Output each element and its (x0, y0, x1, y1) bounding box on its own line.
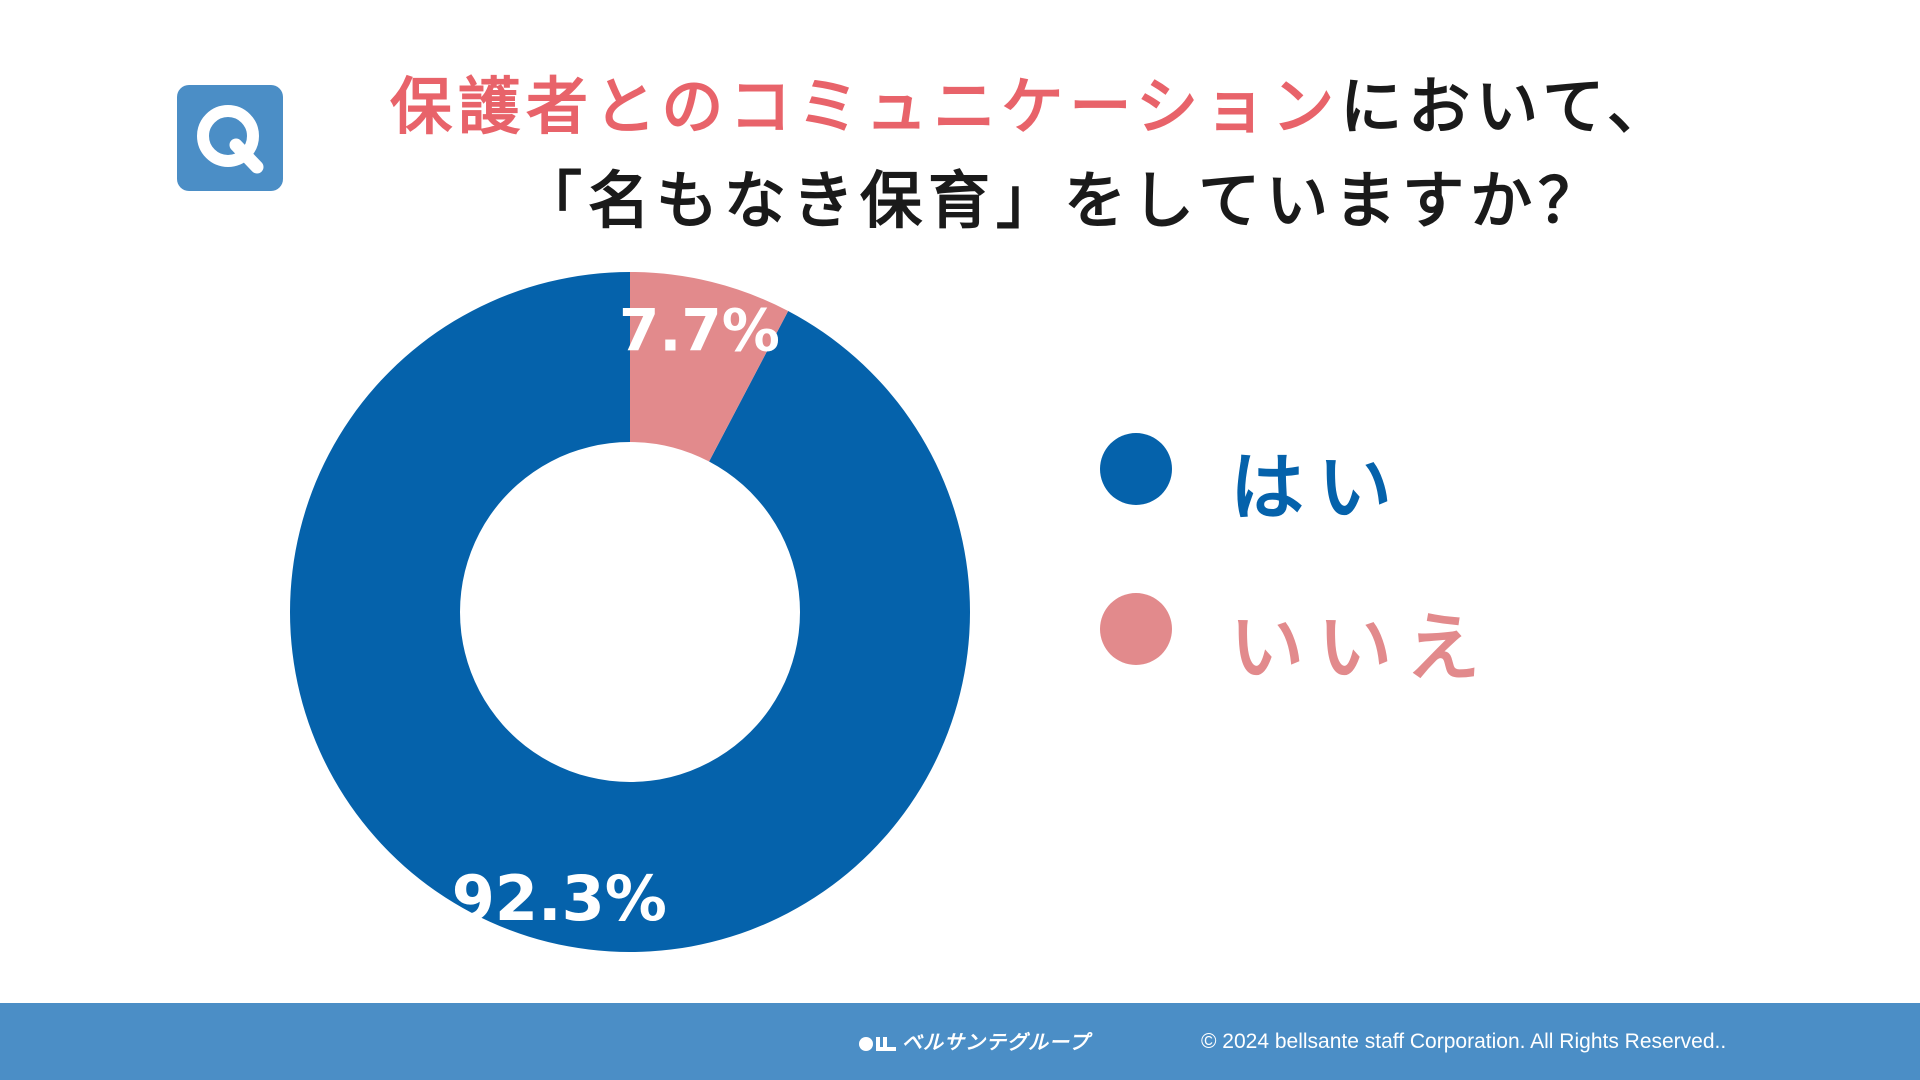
question-badge (177, 85, 283, 191)
question-title-line2: 「名もなき保育」をしていますか？ (520, 164, 1607, 237)
footer-bar: ベルサンテグループ © 2024 bellsante staff Corpora… (0, 1003, 1920, 1080)
donut-slice-no (630, 272, 789, 462)
logo-mark-icon (859, 1036, 896, 1051)
legend-label-no: いいえ (1230, 605, 1494, 691)
donut-label-yes: 92.3% (452, 862, 667, 935)
legend-dot-yes (1100, 433, 1172, 505)
donut-label-no: 7.7% (619, 296, 780, 364)
legend-dot-no (1100, 593, 1172, 665)
donut-chart: 92.3% 7.7% (289, 272, 970, 952)
question-title-line1: 保護者とのコミュニケーションにおいて、 (390, 56, 1920, 146)
q-icon (197, 105, 264, 174)
copyright-text: © 2024 bellsante staff Corporation. All … (1201, 1030, 1727, 1053)
question-rest: において、 (1340, 70, 1676, 143)
question-highlight: 保護者とのコミュニケーション (390, 70, 1341, 143)
logo-text: ベルサンテグループ (902, 1030, 1090, 1054)
donut-slice-yes (289, 272, 970, 952)
company-logo: ベルサンテグループ (858, 1029, 1090, 1055)
legend-label-yes: はい (1230, 445, 1406, 531)
